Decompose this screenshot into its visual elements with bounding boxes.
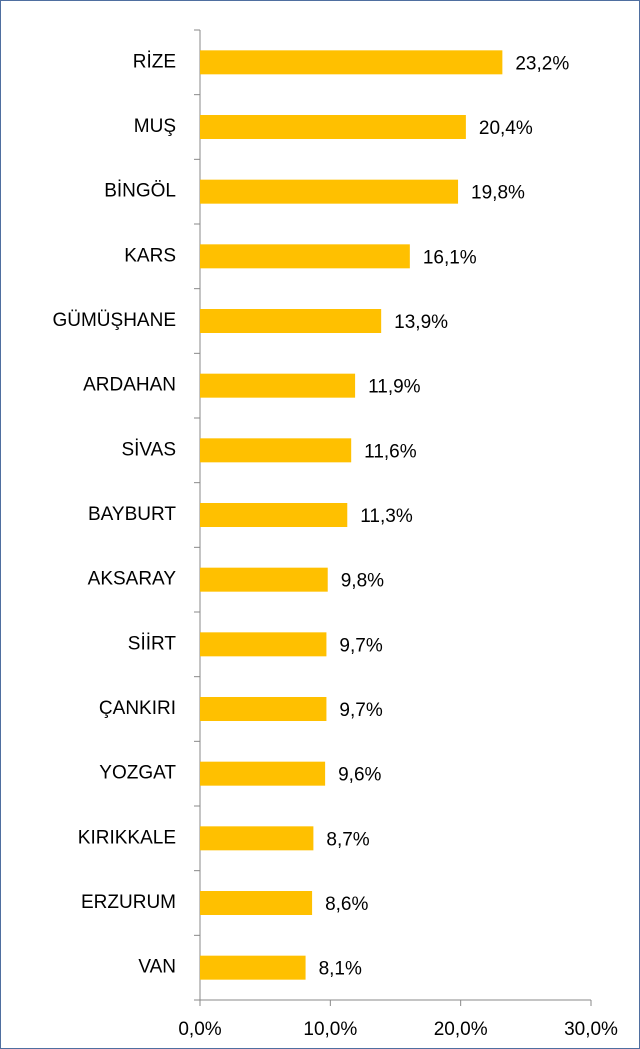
bar	[200, 115, 466, 139]
y-tick-label: YOZGAT	[99, 763, 176, 784]
x-tick-label: 20,0%	[434, 1019, 488, 1040]
value-label: 8,6%	[325, 894, 368, 915]
value-label: 9,6%	[338, 765, 381, 786]
y-tick-label: GÜMÜŞHANE	[52, 310, 176, 331]
value-label: 13,9%	[394, 312, 448, 333]
y-tick-label: BİNGÖL	[104, 181, 176, 202]
value-label: 19,8%	[471, 183, 525, 204]
value-label: 8,7%	[326, 829, 369, 850]
bar	[200, 373, 356, 398]
bar	[200, 438, 352, 463]
bar	[200, 826, 314, 851]
y-tick-label: AKSARAY	[88, 569, 177, 590]
value-label: 23,2%	[515, 53, 569, 74]
y-tick-label: KARS	[124, 245, 176, 266]
y-tick-label: BAYBURT	[88, 504, 176, 525]
bar	[200, 632, 327, 657]
value-label: 20,4%	[479, 118, 533, 139]
y-tick-label: ÇANKIRI	[99, 698, 176, 719]
x-tick-label: 0,0%	[178, 1019, 221, 1040]
bar	[200, 309, 382, 333]
y-tick-label: VAN	[138, 957, 176, 978]
y-tick-label: ERZURUM	[81, 892, 176, 913]
y-tick-label: MUŞ	[134, 116, 176, 137]
value-label: 16,1%	[423, 247, 477, 268]
y-tick-label: ARDAHAN	[83, 375, 176, 396]
value-label: 9,7%	[339, 635, 382, 656]
y-tick-label: RİZE	[133, 51, 176, 72]
y-tick-label: SİİRT	[128, 633, 177, 654]
value-label: 8,1%	[319, 959, 362, 980]
y-tick-label: KIRIKKALE	[78, 827, 176, 848]
value-label: 11,3%	[360, 506, 413, 527]
bar	[200, 697, 327, 721]
x-tick-label: 10,0%	[303, 1019, 357, 1040]
bar	[200, 50, 503, 75]
bar	[200, 761, 326, 786]
bar	[200, 179, 459, 204]
bar	[200, 244, 410, 269]
x-tick-label: 30,0%	[564, 1019, 618, 1040]
value-label: 9,8%	[341, 571, 384, 592]
y-tick-label: SİVAS	[121, 439, 176, 460]
value-label: 11,9%	[368, 377, 421, 398]
value-label: 9,7%	[339, 700, 382, 721]
bar	[200, 955, 306, 980]
value-label: 11,6%	[364, 441, 417, 462]
bar	[200, 891, 313, 915]
bar	[200, 503, 348, 527]
bar	[200, 567, 328, 592]
